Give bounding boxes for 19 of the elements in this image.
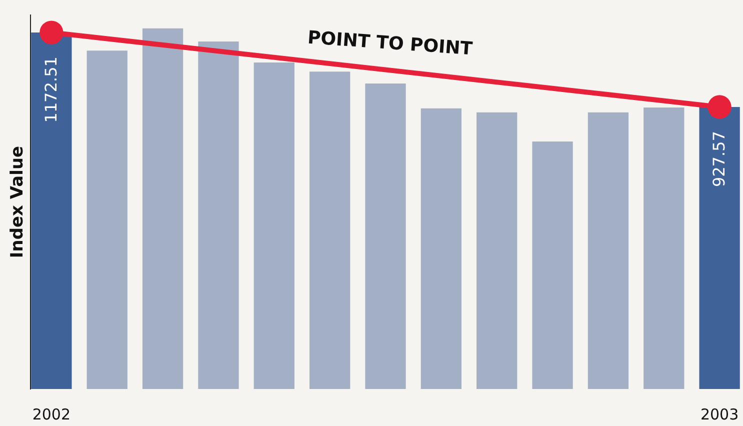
annotation: POINT TO POINT bbox=[306, 27, 474, 60]
data-label: 927.57 bbox=[710, 130, 729, 187]
x-tick-label: 2003 bbox=[700, 406, 739, 424]
bar bbox=[142, 28, 184, 389]
bar bbox=[310, 72, 350, 389]
bar bbox=[588, 112, 629, 389]
bar bbox=[365, 83, 406, 389]
bar bbox=[254, 62, 294, 389]
bar bbox=[476, 112, 518, 389]
bar bbox=[198, 41, 239, 389]
bar bbox=[86, 50, 128, 389]
bar bbox=[644, 107, 684, 389]
bar bbox=[420, 108, 462, 389]
bar bbox=[532, 142, 573, 389]
bar bbox=[699, 106, 740, 389]
bar bbox=[31, 32, 72, 389]
x-tick-label: 2002 bbox=[32, 406, 71, 424]
y-axis-title: Index Value bbox=[8, 146, 28, 258]
data-label: 1172.51 bbox=[41, 56, 60, 123]
